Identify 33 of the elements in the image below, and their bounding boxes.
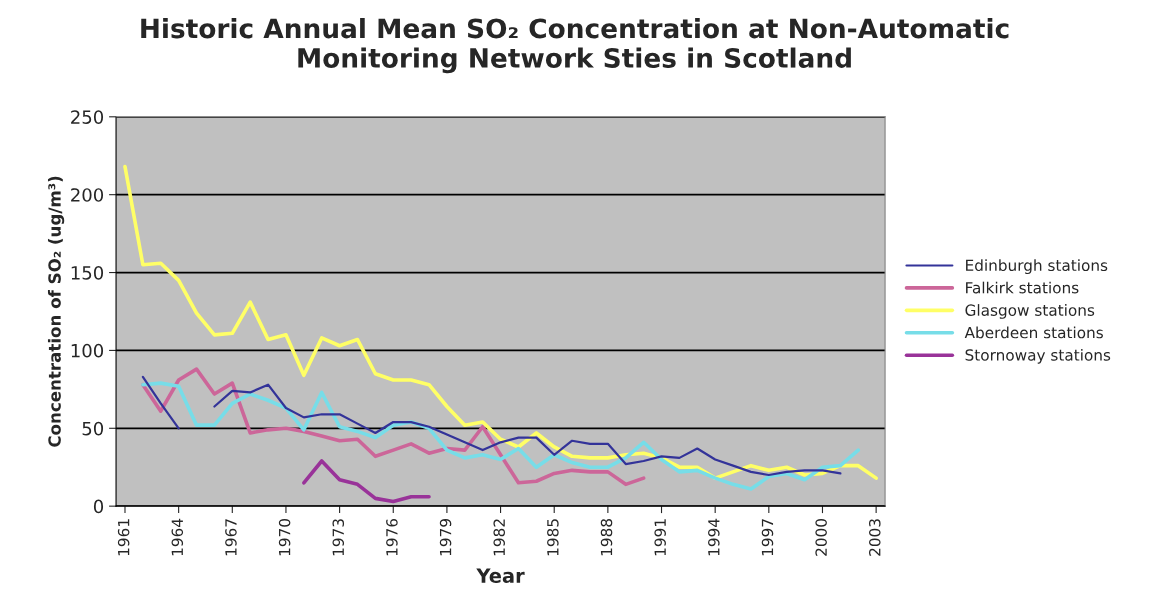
x-tick-label: 1991 — [654, 519, 666, 556]
y-tick-label: 200 — [71, 188, 104, 202]
y-tick-label: 50 — [82, 421, 104, 436]
y-tick-label: 0 — [93, 499, 104, 514]
x-tick-label: 1976 — [386, 518, 398, 556]
legend-label: Glasgow stations — [965, 304, 1095, 319]
line-series — [141, 381, 861, 491]
legend-label: Edinburgh stations — [966, 259, 1108, 275]
x-tick-label: 2003 — [869, 519, 881, 556]
legend-label: Falkirk stations — [966, 281, 1079, 294]
line-series — [141, 367, 646, 487]
y-tick-label: 150 — [71, 266, 104, 280]
legend-label: Aberdeen stations — [964, 326, 1103, 339]
x-tick-label: 1967 — [225, 519, 237, 556]
x-tick-label: 1973 — [332, 519, 345, 556]
line-series — [123, 164, 878, 480]
line-series — [302, 459, 431, 504]
x-tick-label: 2000 — [815, 518, 827, 556]
y-tick-label: 250 — [71, 110, 104, 124]
x-tick-label: 1988 — [600, 519, 613, 556]
y-axis-title: Concentration of SO₂ (ug/m³) — [47, 176, 65, 447]
x-tick-label: 1994 — [708, 518, 720, 556]
x-axis-title: Year — [476, 568, 525, 583]
x-tick-label: 1964 — [171, 518, 184, 556]
legend-label: Stornoway stations — [965, 348, 1111, 364]
x-tick-label: 1979 — [439, 519, 452, 556]
x-tick-label: 1961 — [117, 519, 130, 556]
x-tick-label: 1982 — [493, 519, 505, 556]
x-tick-label: 1985 — [547, 519, 559, 556]
y-tick-label: 100 — [71, 343, 104, 358]
chart-title: Historic Annual Mean SO₂ Concentration at Non-Automatic Monitoring Network Sties in Scotland — [141, 17, 1009, 74]
x-tick-label: 1997 — [761, 519, 774, 556]
x-tick-label: 1970 — [278, 518, 291, 556]
